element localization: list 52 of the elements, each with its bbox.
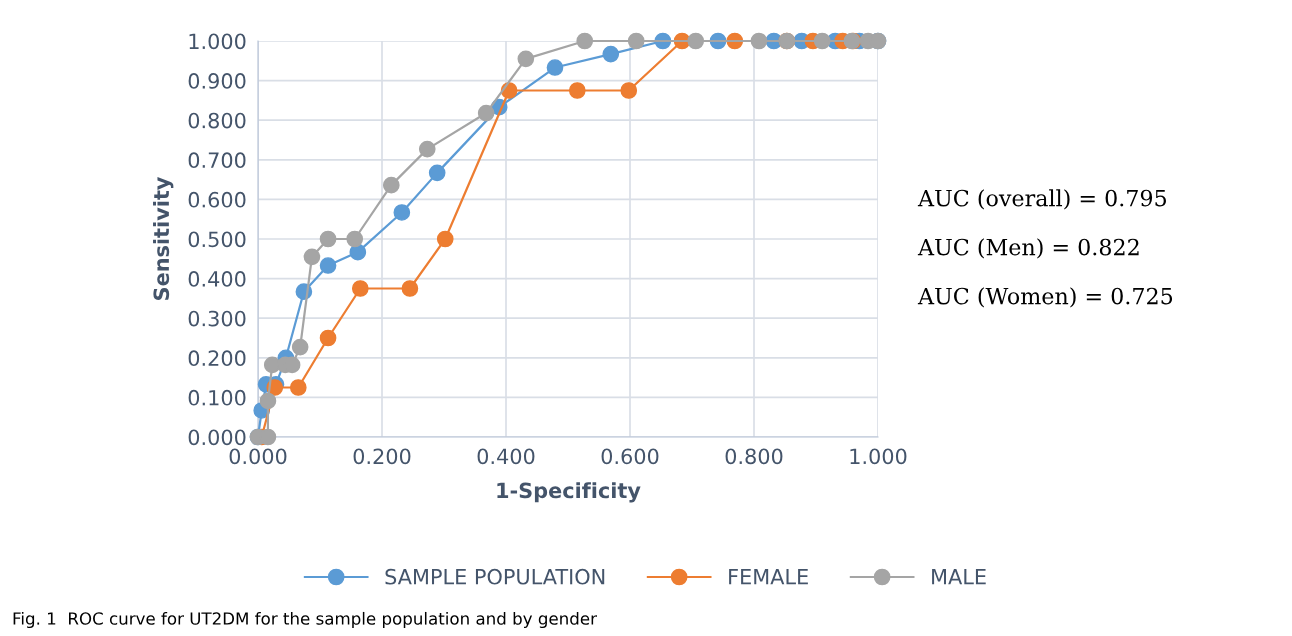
y-tick-label: 0.700 xyxy=(188,152,246,169)
point xyxy=(393,204,411,221)
y-tick-label: 0.600 xyxy=(188,191,246,208)
legend-label: SAMPLE POPULATION xyxy=(385,568,605,585)
x-tick-label: 0.200 xyxy=(353,448,411,465)
x-tick-label: 0.600 xyxy=(601,448,659,465)
x-tick-label: 1.000 xyxy=(850,448,907,465)
x-axis-title: 1-Specificity xyxy=(497,482,641,503)
point xyxy=(428,164,446,182)
y-tick-label: 1.000 xyxy=(189,33,246,50)
point xyxy=(627,32,645,50)
point xyxy=(517,50,535,68)
point xyxy=(546,59,564,76)
text: AUC (Men) = 0.822 xyxy=(917,238,1139,259)
point xyxy=(289,379,307,396)
y-tick-label: 0.800 xyxy=(188,112,246,129)
y-tick-label: 0.200 xyxy=(188,350,246,367)
y-tick-label: 0.300 xyxy=(188,310,246,327)
x-tick-label: 0.800 xyxy=(725,448,783,465)
y-tick-label: 0.500 xyxy=(188,231,246,248)
y-tick-label: 0.400 xyxy=(188,271,246,287)
point xyxy=(319,257,337,274)
point xyxy=(602,45,620,63)
x-tick-label: 0.000 xyxy=(229,448,287,465)
point xyxy=(346,230,364,248)
point xyxy=(351,280,369,297)
point xyxy=(436,230,454,248)
point xyxy=(291,338,309,356)
text: AUC (Women) = 0.725 xyxy=(917,287,1173,308)
point xyxy=(568,82,586,99)
y-axis-title: Sensitivity xyxy=(153,176,174,300)
y-tick-label: 0.100 xyxy=(188,389,246,406)
point xyxy=(576,32,594,50)
point xyxy=(259,392,277,410)
point xyxy=(750,32,768,50)
y-tick-label: 0.000 xyxy=(188,429,246,446)
y-tick-label: 0.900 xyxy=(188,73,246,89)
x-tick-label: 0.400 xyxy=(477,448,535,465)
point xyxy=(477,104,495,122)
legend-label: MALE xyxy=(932,569,986,585)
point xyxy=(401,280,419,297)
point xyxy=(418,140,436,158)
point xyxy=(319,230,337,248)
point xyxy=(319,329,337,347)
point xyxy=(620,82,638,99)
caption: Fig. 1 ROC curve for UT2DM for the sample population and by gender xyxy=(13,611,597,629)
text: AUC (overall) = 0.795 xyxy=(917,189,1166,210)
point xyxy=(687,32,705,50)
point xyxy=(382,176,400,194)
legend-label: FEMALE xyxy=(729,569,808,585)
point xyxy=(303,248,321,266)
point xyxy=(813,32,831,50)
